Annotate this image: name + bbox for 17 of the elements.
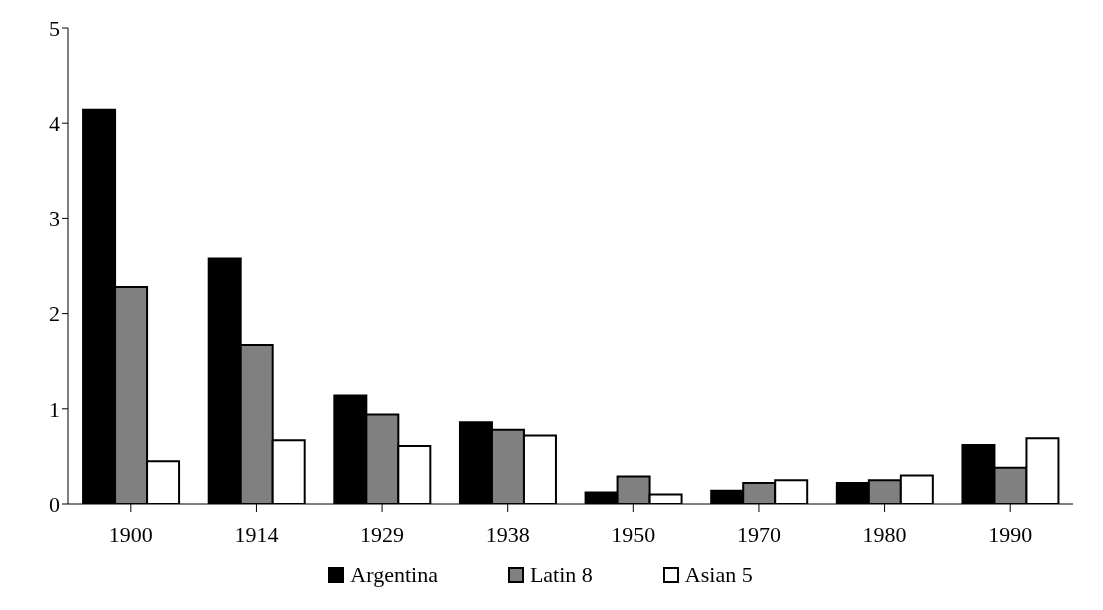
x-tick-label: 1950 [611,521,656,547]
y-tick-label: 0 [49,491,60,517]
y-tick-label: 1 [49,396,60,422]
y-tick-label: 3 [49,206,60,232]
y-tick-label: 4 [49,111,60,137]
legend-label: Argentina [350,562,438,588]
x-tick-label: 1914 [234,521,279,547]
x-tick-label: 1970 [736,521,781,547]
x-tick-label: 1900 [108,521,153,547]
x-tick-label: 1938 [485,521,530,547]
x-tick-label: 1990 [988,521,1033,547]
x-tick-label: 1929 [360,521,405,547]
legend-label: Latin 8 [529,562,593,588]
legend-label: Asian 5 [684,562,753,588]
y-tick-label: 5 [49,15,60,41]
y-tick-label: 2 [49,301,60,327]
x-tick-label: 1980 [862,521,907,547]
